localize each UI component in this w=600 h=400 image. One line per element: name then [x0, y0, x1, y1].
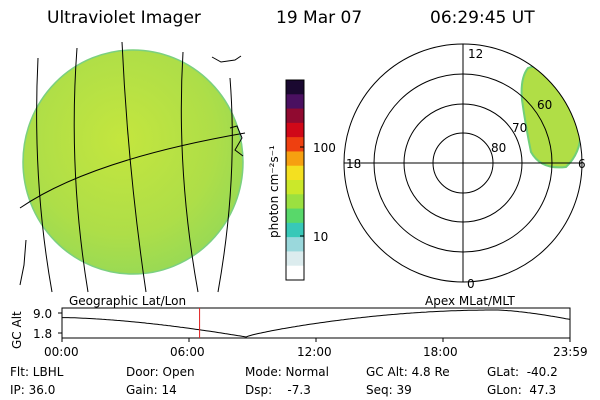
- door-info: Door: Open: [126, 365, 195, 379]
- glat-info: GLat: -40.2: [487, 365, 558, 379]
- altitude-xtick: 00:00: [44, 345, 79, 359]
- longitude-line: [121, 41, 147, 293]
- instrument-title: Ultraviolet Imager: [47, 8, 201, 28]
- colorbar-swatch: [286, 180, 304, 195]
- colorbar-tick-100: 100: [313, 141, 336, 155]
- colorbar-swatch: [286, 108, 304, 124]
- colorbar-swatch: [286, 194, 304, 210]
- mode-info: Mode: Normal: [245, 365, 329, 379]
- colorbar-swatch: [286, 251, 304, 267]
- colorbar-tick-10: 10: [313, 230, 329, 244]
- geo-panel-label: Geographic Lat/Lon: [69, 294, 187, 308]
- gain-info: Gain: 14: [126, 383, 177, 397]
- lat-label-60: 60: [537, 98, 553, 112]
- seq-info: Seq: 39: [366, 383, 412, 397]
- colorbar-swatch: [286, 137, 304, 152]
- altitude-ytick-low: 1.8: [33, 327, 53, 341]
- mlt-label-0: 0: [467, 277, 475, 291]
- altitude-ylabel: GC Alt: [10, 311, 24, 349]
- colorbar-swatch: [286, 80, 304, 95]
- colorbar-swatch: [286, 222, 304, 238]
- latitude-line: [19, 132, 246, 209]
- colorbar-swatch: [286, 94, 304, 110]
- colorbar-swatch: [286, 122, 304, 138]
- longitude-line: [180, 51, 199, 293]
- coastline: [19, 55, 244, 286]
- mlt-label-6: 6: [578, 157, 586, 171]
- polar-panel-label: Apex MLat/MLT: [425, 294, 515, 308]
- longitude-line: [36, 57, 53, 293]
- geographic-panel: [19, 41, 246, 293]
- earth-disk-image: [22, 49, 244, 275]
- colorbar-swatch: [286, 165, 304, 181]
- colorbar-swatch: [286, 265, 304, 281]
- altitude-xtick: 12:00: [297, 345, 332, 359]
- polar-panel: [343, 43, 583, 283]
- altitude-plot: [58, 307, 571, 342]
- gc-alt-info: GC Alt: 4.8 Re: [366, 365, 450, 379]
- colorbar-unit-label: photon cm⁻²s⁻¹: [267, 145, 281, 238]
- dsp-info: Dsp: -7.3: [245, 383, 311, 397]
- colorbar-swatch: [286, 151, 304, 167]
- color-bar: [285, 79, 305, 281]
- altitude-ytick-high: 9.0: [33, 307, 53, 321]
- mlt-label-18: 18: [346, 157, 362, 171]
- altitude-curve: [62, 309, 571, 338]
- longitude-line: [217, 77, 233, 293]
- altitude-xtick: 06:00: [170, 345, 205, 359]
- glon-info: GLon: 47.3: [487, 383, 557, 397]
- ip-info: IP: 36.0: [10, 383, 56, 397]
- altitude-xtick: 18:00: [423, 345, 458, 359]
- longitude-line: [73, 47, 89, 293]
- altitude-xtick: 23:59: [553, 345, 588, 359]
- lat-label-80: 80: [491, 141, 507, 155]
- time-label: 06:29:45 UT: [430, 8, 535, 28]
- colorbar-swatch: [286, 237, 304, 252]
- colorbar-swatch: [286, 208, 304, 224]
- lat-label-70: 70: [512, 121, 528, 135]
- filter-info: Flt: LBHL: [10, 365, 64, 379]
- mlt-label-12: 12: [468, 47, 484, 61]
- date-label: 19 Mar 07: [276, 8, 363, 28]
